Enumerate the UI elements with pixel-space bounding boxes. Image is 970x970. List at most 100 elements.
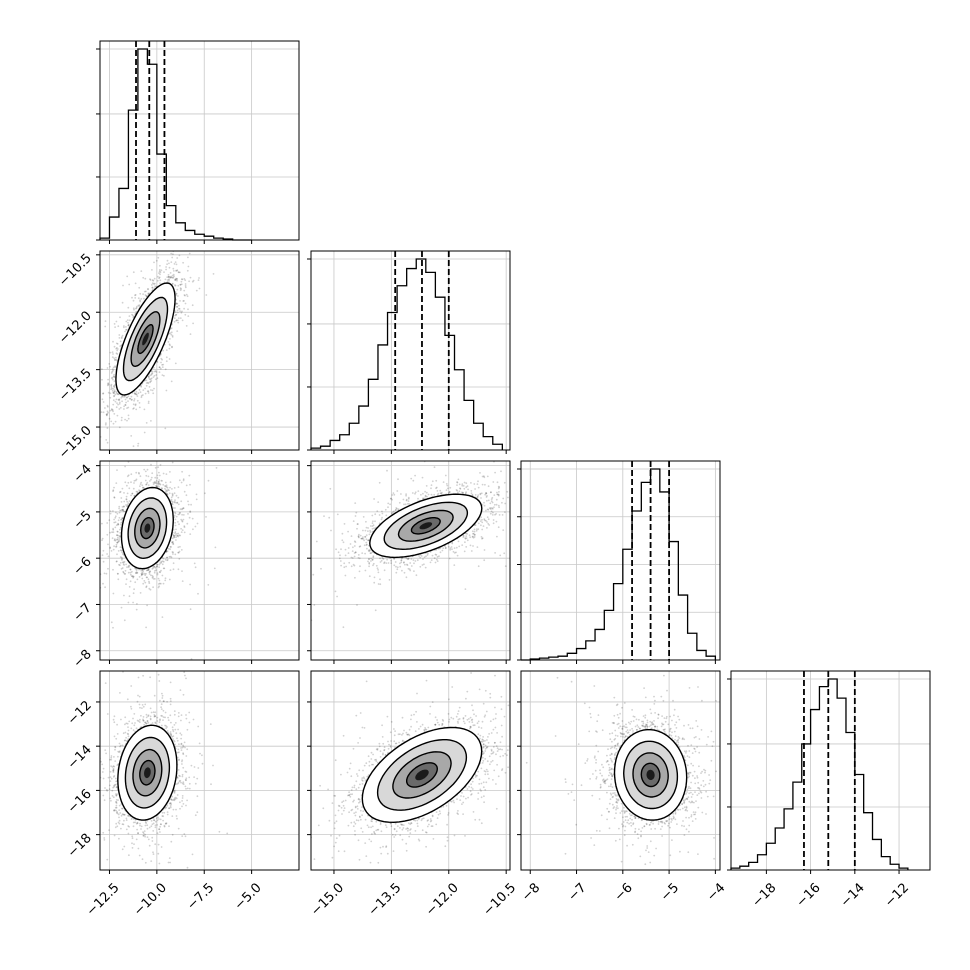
- scatter-point: [165, 268, 168, 271]
- scatter-point: [169, 802, 172, 804]
- scatter-point: [183, 278, 186, 280]
- scatter-point: [148, 376, 150, 379]
- scatter-point: [343, 807, 346, 809]
- scatter-point: [365, 762, 368, 765]
- scatter-point: [152, 279, 155, 282]
- scatter-point: [115, 801, 117, 803]
- scatter-point: [113, 373, 115, 376]
- scatter-point: [490, 752, 493, 755]
- contour-line-4: [406, 762, 439, 788]
- scatter-point: [606, 760, 609, 762]
- scatter-point: [410, 714, 413, 717]
- scatter-point: [350, 809, 353, 812]
- scatter-point: [634, 827, 637, 830]
- scatter-point: [128, 720, 131, 723]
- scatter-point: [115, 560, 118, 563]
- scatter-point: [644, 696, 647, 699]
- scatter-point: [484, 750, 487, 752]
- scatter-point: [357, 535, 360, 538]
- scatter-point: [395, 742, 398, 745]
- scatter-point: [431, 554, 434, 557]
- scatter-point: [478, 518, 481, 520]
- scatter-point: [178, 558, 181, 560]
- scatter-point: [153, 819, 156, 822]
- scatter-point: [396, 825, 399, 827]
- scatter-point: [135, 390, 138, 393]
- scatter-point: [653, 854, 656, 857]
- scatter-point: [160, 560, 163, 563]
- scatter-point: [638, 828, 640, 831]
- scatter-point: [196, 811, 199, 814]
- scatter-point: [446, 836, 449, 839]
- scatter-point: [688, 792, 691, 795]
- scatter-point: [303, 781, 305, 783]
- scatter-point: [333, 827, 336, 830]
- scatter-point: [611, 740, 613, 743]
- scatter-point: [113, 721, 116, 724]
- scatter-point: [147, 292, 150, 295]
- scatter-point: [109, 546, 112, 549]
- scatter-point: [434, 723, 437, 726]
- scatter-point: [144, 581, 147, 584]
- scatter-point: [117, 523, 120, 526]
- scatter-point: [154, 567, 157, 569]
- scatter-point: [484, 739, 486, 742]
- scatter-point: [495, 807, 498, 810]
- scatter-point: [483, 770, 486, 772]
- scatter-point: [708, 774, 710, 776]
- scatter-point: [616, 744, 619, 746]
- scatter-point: [127, 502, 130, 505]
- scatter-point: [156, 572, 159, 574]
- scatter-point: [166, 556, 169, 559]
- scatter-point: [152, 822, 155, 825]
- scatter-point: [71, 469, 73, 471]
- scatter-point: [685, 808, 687, 811]
- scatter-point: [327, 788, 329, 791]
- scatter-point: [138, 389, 141, 391]
- scatter-point: [123, 813, 126, 816]
- scatter-point: [126, 492, 129, 495]
- scatter-point: [608, 810, 610, 813]
- scatter-point: [131, 492, 134, 495]
- scatter-point: [610, 759, 613, 762]
- scatter-point: [119, 406, 122, 409]
- scatter-point: [133, 588, 136, 591]
- scatter-point: [476, 546, 479, 548]
- scatter-point: [144, 294, 147, 296]
- scatter-point: [110, 755, 113, 757]
- scatter-point: [77, 582, 79, 584]
- scatter-point: [188, 711, 191, 714]
- scatter-point: [109, 512, 112, 515]
- scatter-point: [106, 413, 109, 415]
- scatter-point: [145, 585, 148, 588]
- scatter-point: [358, 536, 360, 539]
- scatter-point: [551, 646, 553, 648]
- scatter-point: [614, 881, 616, 883]
- scatter-point: [652, 723, 655, 726]
- scatter-point: [166, 486, 169, 489]
- scatter-point: [181, 773, 184, 776]
- scatter-point: [407, 827, 409, 830]
- scatter-point: [144, 861, 147, 864]
- scatter-point: [464, 492, 467, 495]
- scatter-point: [191, 232, 193, 234]
- scatter-point: [633, 815, 636, 818]
- scatter-point: [101, 368, 103, 370]
- scatter-point: [120, 419, 123, 422]
- scatter-point: [151, 722, 154, 724]
- scatter-point: [370, 557, 372, 560]
- scatter-point: [147, 569, 150, 571]
- scatter-point: [606, 807, 609, 810]
- scatter-point: [610, 772, 613, 775]
- scatter-point: [170, 397, 172, 399]
- scatter-point: [602, 779, 604, 782]
- scatter-point: [114, 400, 117, 403]
- scatter-point: [181, 760, 183, 763]
- scatter-point: [144, 277, 147, 280]
- scatter-point: [128, 825, 131, 828]
- scatter-point: [107, 383, 110, 386]
- scatter-point: [147, 402, 150, 404]
- scatter-point: [650, 821, 652, 824]
- scatter-point: [487, 518, 490, 521]
- scatter-point: [342, 626, 345, 629]
